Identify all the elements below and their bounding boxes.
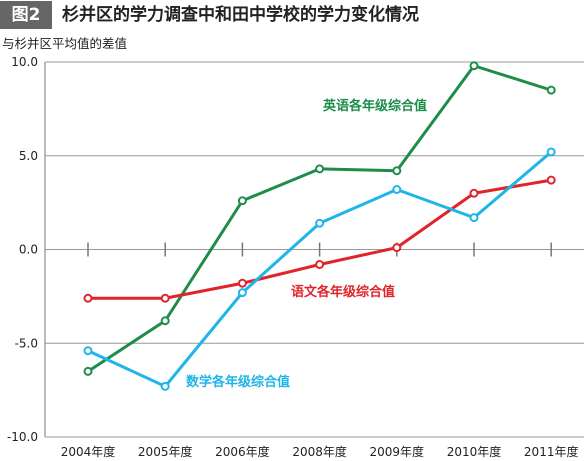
x-tick-label: 2010年度 (447, 444, 502, 459)
data-point (469, 213, 479, 223)
series-label: 语文各年级综合值 (291, 284, 395, 300)
figure-tag: 图2 (0, 1, 52, 29)
data-point (469, 61, 479, 71)
x-tick-label: 2009年度 (370, 444, 425, 459)
data-point (237, 278, 247, 288)
data-point (83, 366, 93, 376)
y-axis-label: 与杉并区平均值的差值 (2, 36, 128, 51)
data-point (392, 166, 402, 176)
data-point (315, 164, 325, 174)
data-point (315, 218, 325, 228)
series-line (88, 178, 552, 300)
x-tick-label: 2008年度 (292, 444, 347, 459)
data-point (546, 175, 556, 185)
y-tick-label: 0.0 (19, 243, 38, 257)
data-point (392, 243, 402, 253)
x-tick-label: 2011年度 (524, 444, 579, 459)
data-point (160, 316, 170, 326)
y-tick-label: -10.0 (7, 430, 38, 444)
data-point (546, 85, 556, 95)
y-tick-label: 5.0 (19, 149, 38, 163)
data-point (469, 188, 479, 198)
x-tick-label: 2005年度 (138, 444, 193, 459)
x-tick-label: 2006年度 (215, 444, 270, 459)
data-point (83, 293, 93, 303)
y-tick-label: -5.0 (15, 336, 38, 350)
data-point (315, 260, 325, 269)
y-tick-label: 10.0 (11, 55, 38, 69)
data-point (160, 381, 170, 391)
data-point (237, 288, 247, 298)
data-point (237, 196, 247, 206)
series-label: 数学各年级综合值 (186, 374, 290, 390)
series-line (87, 64, 552, 373)
chart-header: 图2 杉并区的学力调查中和田中学校的学力变化情况 (0, 0, 584, 30)
data-point (546, 147, 556, 157)
data-point (392, 185, 402, 194)
data-point (160, 293, 170, 303)
series-line (87, 150, 553, 388)
x-tick-label: 2004年度 (61, 444, 116, 459)
chart-title: 杉并区的学力调查中和田中学校的学力变化情况 (62, 5, 419, 25)
series-label: 英语各年级综合值 (322, 98, 427, 114)
data-point (83, 346, 93, 356)
